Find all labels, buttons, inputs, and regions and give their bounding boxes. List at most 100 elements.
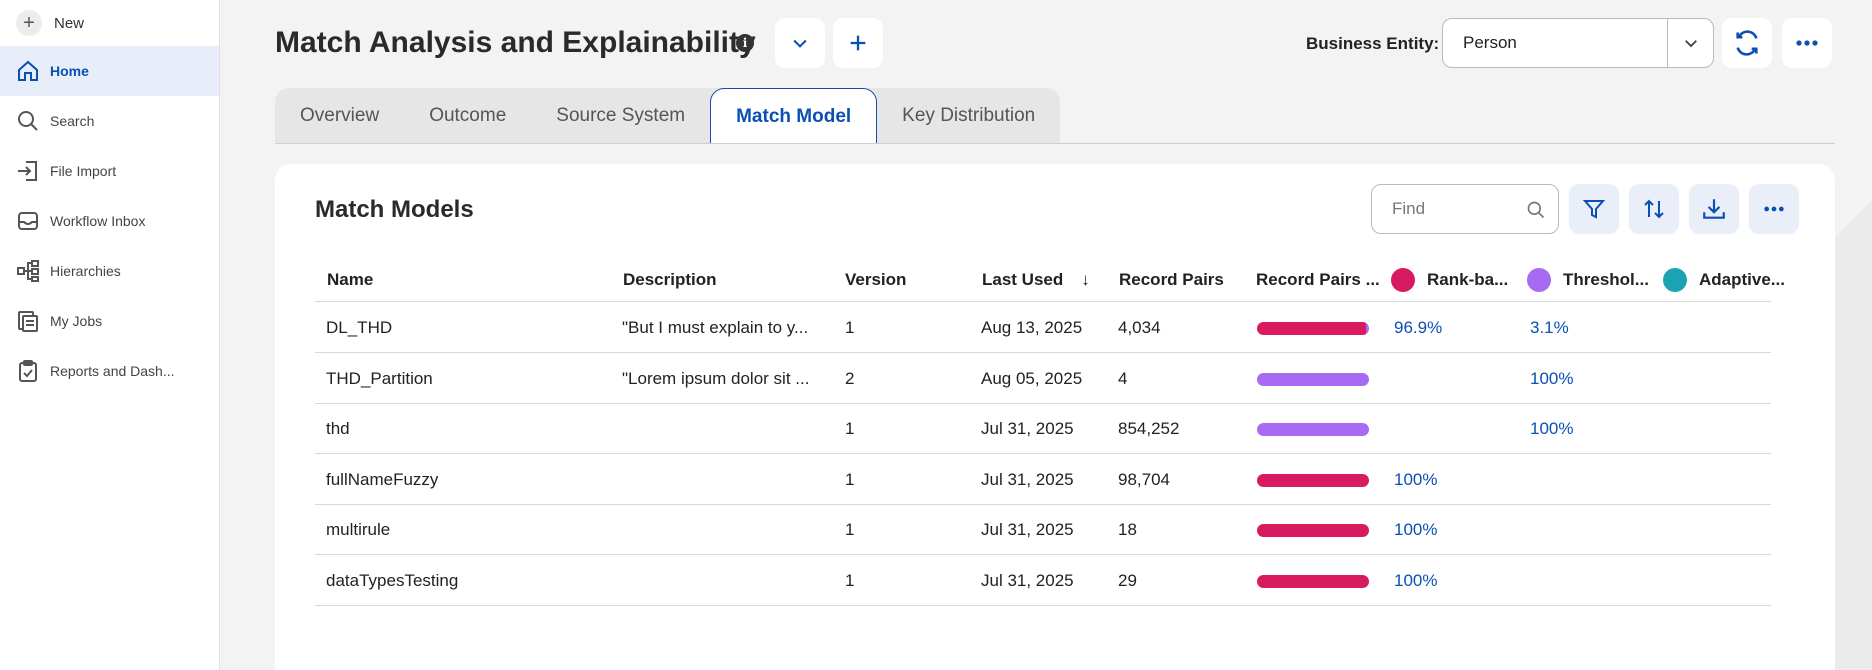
tab-outcome[interactable]: Outcome bbox=[429, 105, 507, 126]
chevron-down-icon bbox=[1667, 19, 1713, 67]
bar-segment-threshold bbox=[1257, 372, 1369, 386]
table-row[interactable]: DL_THD "But I must explain to y... 1 Aug… bbox=[315, 303, 1771, 353]
legend-threshold[interactable]: Threshol... bbox=[1527, 258, 1655, 302]
cell-rank-pct[interactable]: 96.9% bbox=[1394, 318, 1443, 337]
table-row[interactable]: thd 1 Jul 31, 2025 854,252 100% bbox=[315, 404, 1771, 454]
business-entity-value: Person bbox=[1463, 33, 1517, 52]
filter-icon bbox=[1582, 200, 1606, 219]
more-options-button[interactable] bbox=[1782, 18, 1832, 68]
plus-icon: + bbox=[16, 10, 42, 36]
sort-arrows-icon bbox=[1644, 199, 1664, 219]
bar-segment-rank bbox=[1257, 322, 1366, 335]
cell-name: thd bbox=[326, 419, 350, 438]
cell-last-used: Aug 05, 2025 bbox=[981, 368, 1083, 388]
column-header-last-used[interactable]: Last Used ↓ bbox=[982, 258, 1090, 302]
refresh-button[interactable] bbox=[1722, 18, 1772, 68]
download-button[interactable] bbox=[1689, 184, 1739, 234]
business-entity-select[interactable]: Person bbox=[1442, 18, 1714, 68]
hierarchy-icon bbox=[14, 257, 42, 285]
legend-label-threshold: Threshol... bbox=[1563, 270, 1649, 289]
sidebar-item-home[interactable]: Home bbox=[0, 46, 219, 96]
sidebar-item-file-import[interactable]: File Import bbox=[0, 146, 219, 196]
cell-threshold-pct[interactable]: 100% bbox=[1530, 368, 1574, 388]
reports-icon bbox=[14, 357, 42, 385]
column-header-version[interactable]: Version bbox=[845, 270, 907, 289]
cell-record-pairs: 854,252 bbox=[1118, 419, 1180, 438]
table-row[interactable]: THD_Partition "Lorem ipsum dolor sit ...… bbox=[315, 354, 1771, 404]
cell-record-pairs: 4,034 bbox=[1118, 318, 1161, 337]
cell-name: THD_Partition bbox=[326, 368, 433, 388]
cell-name: multirule bbox=[326, 520, 391, 539]
sidebar-item-workflow-inbox[interactable]: Workflow Inbox bbox=[0, 196, 219, 246]
sort-button[interactable] bbox=[1629, 184, 1679, 234]
legend-dot-threshold bbox=[1527, 268, 1551, 292]
sidebar-item-search[interactable]: Search bbox=[0, 96, 219, 146]
column-header-record-pairs-bar[interactable]: Record Pairs ... bbox=[1256, 270, 1380, 289]
bar-segment-rank bbox=[1257, 473, 1369, 487]
cell-version: 1 bbox=[845, 419, 855, 438]
legend-label-rank: Rank-ba... bbox=[1427, 270, 1509, 289]
add-button[interactable] bbox=[833, 18, 883, 68]
cell-version: 1 bbox=[845, 318, 855, 337]
home-icon bbox=[14, 57, 42, 85]
cell-rank-pct[interactable]: 100% bbox=[1394, 520, 1438, 539]
cell-last-used: Jul 31, 2025 bbox=[981, 570, 1074, 590]
sidebar-item-label: My Jobs bbox=[50, 313, 103, 329]
record-pairs-bar bbox=[1257, 372, 1369, 386]
more-horizontal-icon bbox=[1764, 206, 1784, 212]
cell-record-pairs: 29 bbox=[1118, 570, 1137, 590]
match-models-panel: Match Models Find Name Description Versi… bbox=[275, 164, 1835, 670]
find-placeholder: Find bbox=[1392, 199, 1426, 218]
record-pairs-bar bbox=[1257, 473, 1369, 487]
search-icon bbox=[14, 107, 42, 135]
find-input[interactable]: Find bbox=[1371, 184, 1559, 234]
table-row[interactable]: dataTypesTesting 1 Jul 31, 2025 29 100% bbox=[315, 556, 1771, 606]
file-import-icon bbox=[14, 157, 42, 185]
cell-last-used: Jul 31, 2025 bbox=[981, 520, 1074, 539]
sidebar-item-label: Hierarchies bbox=[50, 263, 121, 279]
column-header-description[interactable]: Description bbox=[623, 270, 717, 289]
business-entity-label: Business Entity: bbox=[1306, 34, 1440, 53]
table-header: Name Description Version Last Used ↓ Rec… bbox=[315, 258, 1785, 302]
legend-rank-based[interactable]: Rank-ba... bbox=[1391, 258, 1519, 302]
sidebar-item-label: Search bbox=[50, 113, 95, 129]
cell-threshold-pct[interactable]: 3.1% bbox=[1530, 318, 1569, 337]
new-label: New bbox=[54, 14, 85, 32]
table-row[interactable]: multirule 1 Jul 31, 2025 18 100% bbox=[315, 505, 1771, 555]
filter-button[interactable] bbox=[1569, 184, 1619, 234]
cell-record-pairs: 4 bbox=[1118, 368, 1128, 388]
record-pairs-bar bbox=[1257, 322, 1369, 335]
sidebar-item-hierarchies[interactable]: Hierarchies bbox=[0, 246, 219, 296]
new-button[interactable]: + New bbox=[0, 0, 219, 46]
cell-last-used: Jul 31, 2025 bbox=[981, 419, 1074, 438]
bar-segment-threshold bbox=[1257, 423, 1369, 436]
bar-segment-rank bbox=[1257, 574, 1369, 588]
cell-name: DL_THD bbox=[326, 318, 393, 337]
sidebar-item-my-jobs[interactable]: My Jobs bbox=[0, 296, 219, 346]
inbox-icon bbox=[14, 207, 42, 235]
cell-last-used: Aug 13, 2025 bbox=[981, 318, 1083, 337]
column-header-record-pairs[interactable]: Record Pairs bbox=[1119, 270, 1224, 289]
tab-key-distribution[interactable]: Key Distribution bbox=[902, 105, 1036, 126]
cell-version: 1 bbox=[845, 469, 855, 489]
sidebar-item-reports[interactable]: Reports and Dash... bbox=[0, 346, 219, 396]
cell-threshold-pct[interactable]: 100% bbox=[1530, 419, 1574, 438]
panel-more-options-button[interactable] bbox=[1749, 184, 1799, 234]
cell-rank-pct[interactable]: 100% bbox=[1394, 469, 1438, 489]
tab-source-system[interactable]: Source System bbox=[556, 105, 686, 126]
tab-match-model[interactable]: Match Model bbox=[710, 88, 878, 144]
record-pairs-bar bbox=[1257, 574, 1369, 588]
info-icon[interactable]: i bbox=[736, 34, 754, 52]
cell-version: 1 bbox=[845, 570, 855, 590]
legend-adaptive[interactable]: Adaptive... bbox=[1663, 258, 1791, 302]
chevron-down-icon bbox=[793, 39, 807, 48]
jobs-icon bbox=[14, 307, 42, 335]
column-header-name[interactable]: Name bbox=[327, 270, 374, 289]
legend-dot-adaptive bbox=[1663, 268, 1687, 292]
expand-button[interactable] bbox=[775, 18, 825, 68]
refresh-icon bbox=[1736, 30, 1758, 56]
tab-overview[interactable]: Overview bbox=[300, 105, 380, 126]
table-row[interactable]: fullNameFuzzy 1 Jul 31, 2025 98,704 100% bbox=[315, 455, 1771, 505]
cell-rank-pct[interactable]: 100% bbox=[1394, 570, 1438, 590]
sidebar-item-label: Home bbox=[50, 63, 89, 79]
